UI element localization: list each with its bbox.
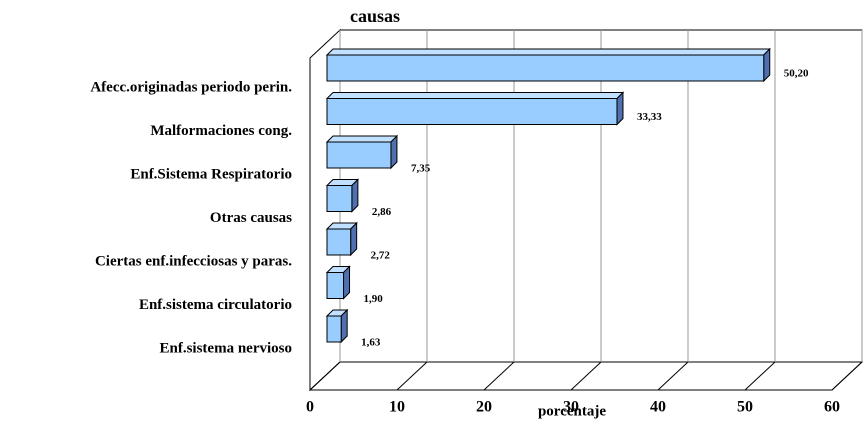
bar-side — [351, 178, 359, 213]
value-label: 50,20 — [784, 68, 809, 80]
bar-side — [763, 47, 771, 83]
bar-side — [390, 134, 398, 170]
bar — [325, 265, 351, 300]
bar-side — [343, 265, 351, 300]
bar — [325, 178, 360, 213]
bar — [325, 91, 625, 126]
value-label: 7,35 — [411, 163, 431, 175]
value-label: 1,63 — [361, 337, 381, 349]
bar-front — [326, 228, 352, 256]
y-tick-label: Enf.sistema nervioso — [160, 340, 293, 356]
bar-side — [340, 308, 348, 344]
value-label: 1,90 — [364, 293, 384, 305]
floor-grid-line — [744, 361, 776, 391]
x-tick-label: 0 — [306, 399, 314, 416]
bar-side — [350, 221, 358, 257]
y-tick-label: Enf.Sistema Respiratorio — [130, 166, 292, 182]
x-axis-label: porcentaje — [538, 403, 606, 419]
bar — [325, 221, 358, 257]
y-tick-label: Malformaciones cong. — [150, 123, 292, 139]
floor-grid-line — [831, 361, 863, 391]
floor-grid-line — [483, 361, 515, 391]
x-tick-label: 20 — [476, 399, 492, 416]
bar — [325, 308, 349, 344]
bar — [325, 47, 771, 83]
value-label: 2,72 — [371, 250, 391, 262]
bar-top — [325, 92, 625, 99]
floor-grid-line — [396, 361, 428, 391]
floor-grid-line — [570, 361, 602, 391]
bar-top — [325, 135, 399, 143]
x-tick-label: 40 — [650, 399, 666, 416]
y-tick-label: Enf.sistema circulatorio — [139, 297, 292, 313]
bar-front — [326, 98, 618, 125]
value-label: 2,86 — [372, 206, 392, 218]
x-tick-label: 60 — [824, 399, 840, 416]
bar — [325, 134, 399, 170]
bar-front — [326, 272, 345, 299]
bar-front — [326, 315, 342, 343]
x-tick-label: 30 — [563, 399, 579, 416]
bar-front — [326, 141, 392, 169]
bar-top — [325, 48, 771, 56]
y-tick-label: Afecc.originadas periodo perin. — [90, 79, 292, 95]
bar-front — [326, 54, 765, 82]
floor-grid-line — [309, 361, 341, 391]
chart-title: causas — [350, 6, 400, 26]
bar-side — [616, 91, 624, 126]
value-label: 33,33 — [637, 111, 662, 123]
bar-front — [326, 185, 353, 212]
y-tick-label: Ciertas enf.infecciosas y paras. — [95, 253, 292, 269]
x-tick-label: 10 — [389, 399, 405, 416]
y-tick-label: Otras causas — [210, 210, 292, 226]
floor-grid-line — [657, 361, 689, 391]
x-tick-label: 50 — [737, 399, 753, 416]
